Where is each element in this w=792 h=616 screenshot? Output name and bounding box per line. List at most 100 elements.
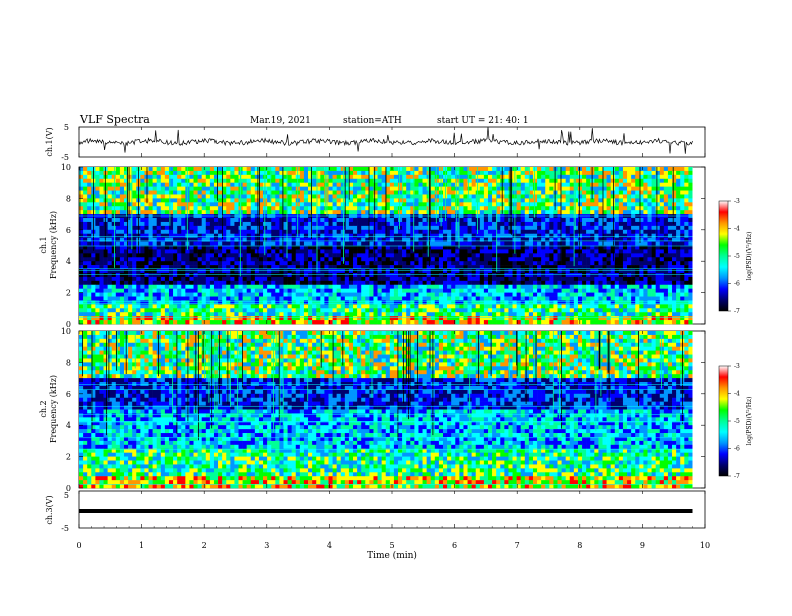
spectrogram-cell	[549, 276, 554, 282]
spectrogram-cell	[291, 280, 297, 286]
spectrogram-cell	[197, 276, 202, 282]
spectrogram-cell	[410, 284, 415, 289]
spectrogram-cell	[463, 276, 468, 282]
spectrogram-cell	[295, 265, 301, 270]
spectrogram-cell	[483, 253, 489, 258]
spectrogram-cell	[348, 221, 354, 227]
spectrogram-cell	[393, 174, 399, 180]
spectrogram-cell	[487, 241, 493, 246]
spectrogram-cell	[357, 186, 362, 191]
spectrogram-cell	[299, 276, 305, 282]
spectrogram-cell	[471, 249, 477, 254]
spectrogram-cell	[402, 237, 407, 242]
spectrogram-cell	[618, 272, 624, 278]
spectrogram-cell	[299, 269, 305, 274]
spectrogram-cell	[647, 288, 652, 293]
spectrogram-cell	[688, 265, 693, 270]
spectrogram-cell	[631, 233, 636, 238]
spectrogram-cell	[537, 210, 542, 215]
spectrogram-cell	[594, 221, 599, 227]
spectrogram-cell	[357, 233, 362, 238]
spectrogram-cell	[622, 221, 628, 227]
spectrogram-cell	[148, 182, 153, 187]
spectrogram-cell	[242, 198, 247, 203]
spectrogram-cell	[222, 280, 227, 286]
spectrogram-cell	[651, 265, 656, 270]
spectrogram-cell	[148, 272, 153, 278]
spectrogram-cell	[516, 272, 522, 278]
spectrogram-cell	[197, 269, 202, 274]
spectrogram-cell	[119, 280, 125, 286]
spectrogram-cell	[168, 272, 174, 278]
spectrogram-cell	[627, 241, 632, 246]
spectrogram-cell	[389, 182, 395, 187]
spectrogram-cell	[614, 202, 620, 207]
spectrogram-cell	[406, 253, 411, 258]
spectrogram-cell	[83, 190, 88, 195]
spectrogram-cell	[451, 210, 456, 215]
spectrogram-cell	[651, 249, 656, 254]
spectrogram-cell	[136, 265, 141, 270]
spectrogram-cell	[275, 206, 280, 211]
spectrogram-cell	[500, 245, 505, 250]
spectrogram-cell	[320, 182, 325, 187]
spectrogram-cell	[643, 288, 648, 293]
spectrogram-cell	[136, 296, 141, 301]
spectrogram-cell	[532, 237, 538, 242]
spectrogram-cell	[303, 182, 309, 187]
spectrogram-cell	[467, 182, 472, 187]
spectrogram-cell	[471, 221, 477, 227]
spectrogram-cell	[393, 284, 399, 289]
spectrogram-cell	[602, 194, 607, 199]
spectrogram-cell	[267, 190, 272, 195]
spectrogram-cell	[348, 206, 354, 211]
spectrogram-cell	[263, 245, 268, 250]
spectrogram-cell	[381, 182, 387, 187]
spectrogram-cell	[414, 225, 419, 231]
spectrogram-cell	[639, 198, 644, 203]
spectrogram-cell	[475, 261, 481, 266]
spectrogram-cell	[618, 182, 624, 187]
spectrogram-cell	[222, 237, 227, 242]
spectrogram-cell	[246, 210, 252, 215]
spectrogram-cell	[373, 237, 378, 242]
spectrogram-cell	[549, 284, 554, 289]
spectrogram-cell	[618, 245, 624, 250]
spectrogram-cell	[340, 237, 346, 242]
spectrogram-cell	[213, 261, 219, 266]
spectrogram-cell	[651, 167, 656, 172]
spectrogram-cell	[659, 229, 665, 235]
spectrogram-cell	[631, 178, 636, 183]
spectrogram-cell	[373, 186, 378, 191]
spectrogram-cell	[586, 225, 591, 231]
spectrogram-cell	[332, 174, 337, 180]
spectrogram-cell	[222, 186, 227, 191]
spectrogram-cell	[414, 253, 419, 258]
spectrogram-cell	[430, 265, 436, 270]
spectrogram-cell	[553, 237, 558, 242]
spectrogram-cell	[299, 253, 305, 258]
spectrogram-cell	[328, 269, 333, 274]
spectrogram-cell	[483, 210, 489, 215]
spectrogram-cell	[573, 186, 579, 191]
spectrogram-cell	[402, 170, 407, 176]
spectrogram-cell	[177, 276, 182, 282]
spectrogram-cell	[373, 206, 378, 211]
spectrogram-cell	[647, 245, 652, 250]
spectrogram-cell	[87, 288, 92, 293]
spectrogram-cell	[103, 253, 108, 258]
spectrogram-cell	[234, 186, 239, 191]
spectrogram-cell	[598, 167, 603, 172]
spectrogram-cell	[541, 202, 546, 207]
spectrogram-cell	[250, 269, 256, 274]
spectrogram-cell	[618, 210, 624, 215]
spectrogram-cell	[119, 257, 125, 262]
spectrogram-cell	[173, 249, 178, 254]
spectrogram-cell	[606, 292, 611, 297]
spectrogram-cell	[627, 210, 632, 215]
spectrogram-cell	[569, 257, 575, 262]
spectrogram-cell	[565, 225, 571, 231]
spectrogram-cell	[688, 253, 693, 258]
spectrogram-cell	[680, 174, 685, 180]
spectrogram-cell	[99, 272, 104, 278]
